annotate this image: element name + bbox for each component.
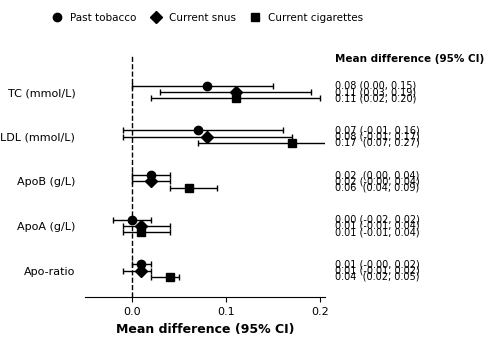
X-axis label: Mean difference (95% CI): Mean difference (95% CI) — [116, 323, 294, 336]
Text: 0.08 (0.00, 0.15): 0.08 (0.00, 0.15) — [335, 81, 416, 91]
Text: 0.08 (-0.01, 0.17): 0.08 (-0.01, 0.17) — [335, 132, 420, 142]
Text: 0.11 (0.03, 0.19): 0.11 (0.03, 0.19) — [335, 87, 416, 97]
Text: 0.04  (0.02, 0.05): 0.04 (0.02, 0.05) — [335, 272, 419, 282]
Text: 0.17  (0.07, 0.27): 0.17 (0.07, 0.27) — [335, 138, 420, 148]
Text: 0.01 (-0.01, 0.04): 0.01 (-0.01, 0.04) — [335, 227, 419, 237]
Text: 0.02  (0.00, 0.04): 0.02 (0.00, 0.04) — [335, 170, 419, 180]
Text: 0.11 (0.02, 0.20): 0.11 (0.02, 0.20) — [335, 93, 416, 103]
Text: 0.02 (-0.00, 0.04): 0.02 (-0.00, 0.04) — [335, 176, 420, 186]
Text: 0.01 (-0.01, 0.04): 0.01 (-0.01, 0.04) — [335, 221, 419, 231]
Text: 0.07 (-0.01, 0.16): 0.07 (-0.01, 0.16) — [335, 125, 420, 136]
Text: 0.00 (-0.02, 0.02): 0.00 (-0.02, 0.02) — [335, 215, 420, 225]
Text: Mean difference (95% CI): Mean difference (95% CI) — [335, 54, 484, 64]
Text: 0.01 (-0.01, 0.02): 0.01 (-0.01, 0.02) — [335, 266, 420, 276]
Legend: Past tobacco, Current snus, Current cigarettes: Past tobacco, Current snus, Current ciga… — [42, 8, 368, 27]
Text: 0.01 (-0.00, 0.02): 0.01 (-0.00, 0.02) — [335, 259, 420, 269]
Text: 0.06  (0.04, 0.09): 0.06 (0.04, 0.09) — [335, 183, 419, 193]
